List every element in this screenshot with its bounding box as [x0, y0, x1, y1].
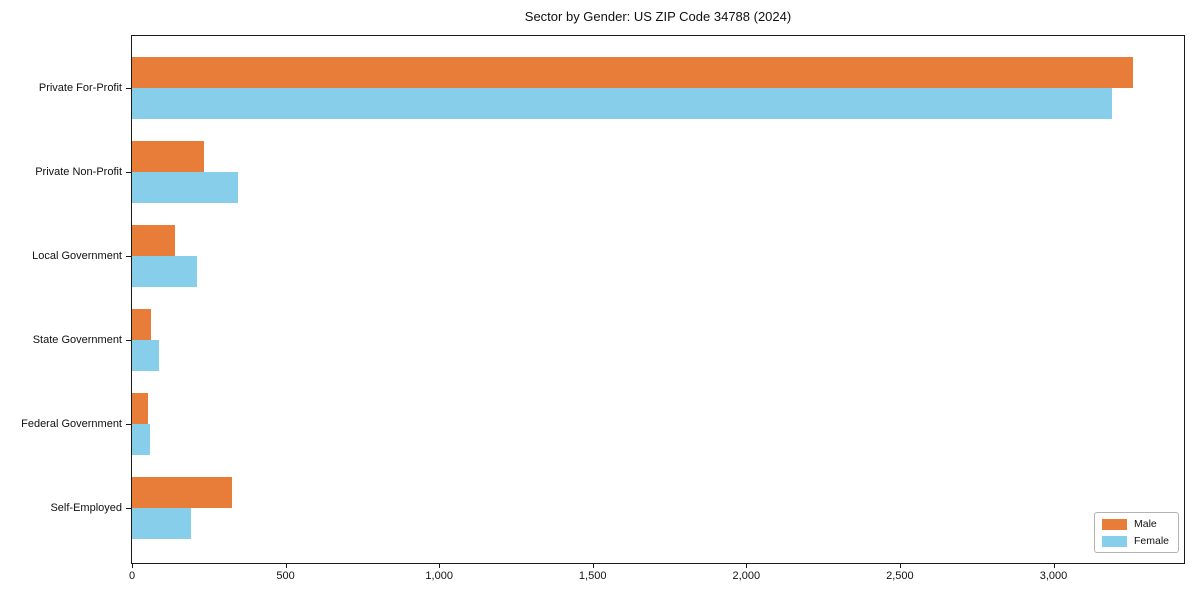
bar-male-federal-government — [132, 393, 148, 424]
chart-title: Sector by Gender: US ZIP Code 34788 (202… — [524, 9, 792, 24]
legend-label-female: Female — [1133, 535, 1169, 547]
bar-male-local-government — [132, 225, 175, 256]
y-tick-mark — [126, 172, 131, 173]
x-tick-label-2-000: 2,000 — [732, 570, 761, 582]
bar-male-private-for-profit — [132, 57, 1134, 88]
x-tick-mark — [899, 564, 901, 568]
bar-female-federal-government — [132, 424, 150, 455]
y-tick-label-private-for-profit: Private For-Profit — [38, 82, 122, 94]
bar-female-private-non-profit — [132, 172, 238, 203]
y-tick-mark — [126, 424, 131, 425]
x-tick-mark — [439, 564, 441, 568]
legend-label-male: Male — [1133, 518, 1157, 530]
x-tick-label-1-500: 1,500 — [578, 570, 607, 582]
bar-male-state-government — [132, 309, 152, 340]
y-tick-label-state-government: State Government — [32, 334, 122, 346]
x-tick-mark — [746, 564, 748, 568]
legend-swatch-female — [1101, 535, 1127, 547]
bar-female-local-government — [132, 256, 197, 287]
bar-male-self-employed — [132, 477, 232, 508]
y-tick-mark — [126, 508, 131, 509]
plot-area: Male Female — [131, 35, 1185, 564]
x-tick-mark — [132, 564, 133, 568]
legend-item-female: Female — [1101, 535, 1169, 547]
x-tick-label-1-000: 1,000 — [425, 570, 453, 582]
x-tick-label-2-500: 2,500 — [886, 570, 914, 582]
x-tick-mark — [1053, 564, 1055, 568]
y-tick-label-self-employed: Self-Employed — [50, 502, 122, 514]
legend-swatch-male — [1101, 518, 1127, 530]
y-tick-label-private-non-profit: Private Non-Profit — [35, 166, 122, 178]
y-tick-label-local-government: Local Government — [32, 250, 122, 262]
y-tick-mark — [126, 88, 131, 89]
bar-female-private-for-profit — [132, 88, 1112, 119]
legend-item-male: Male — [1101, 518, 1169, 530]
y-tick-mark — [126, 340, 131, 341]
x-tick-label-0: 0 — [128, 570, 136, 582]
x-tick-label-500: 500 — [276, 570, 295, 582]
legend: Male Female — [1093, 512, 1179, 553]
x-tick-label-3-000: 3,000 — [1039, 570, 1068, 582]
x-tick-mark — [285, 564, 287, 568]
bar-female-self-employed — [132, 508, 192, 539]
bar-female-state-government — [132, 340, 160, 371]
bar-male-private-non-profit — [132, 141, 205, 172]
y-tick-mark — [126, 256, 131, 257]
x-tick-mark — [592, 564, 594, 568]
y-tick-label-federal-government: Federal Government — [21, 418, 122, 430]
